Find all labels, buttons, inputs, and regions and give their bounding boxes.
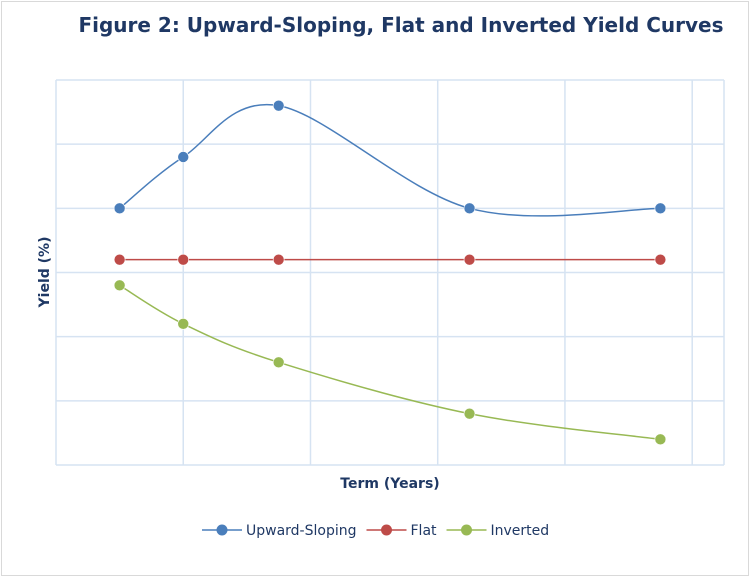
- data-point-inverted: [463, 407, 476, 420]
- data-point-flat: [654, 253, 667, 266]
- legend-swatch-marker: [381, 524, 392, 536]
- legend-swatch-marker: [216, 524, 228, 536]
- legend-item-flat: Flat: [366, 523, 438, 539]
- x-axis-label: Term (Years): [340, 476, 439, 492]
- data-point-inverted: [272, 356, 285, 369]
- data-point-flat: [272, 253, 285, 266]
- series-line-upward-sloping: [119, 103, 661, 217]
- data-point-upward-sloping: [463, 202, 476, 215]
- chart-title: Figure 2: Upward-Sloping, Flat and Inver…: [78, 13, 723, 37]
- data-point-inverted: [654, 433, 667, 446]
- data-point-flat: [177, 253, 190, 266]
- legend-label: Flat: [411, 523, 438, 539]
- legend-label: Upward-Sloping: [246, 523, 357, 539]
- legend: Upward-Sloping Flat Inverted: [202, 523, 549, 539]
- data-point-flat: [113, 253, 126, 266]
- series-group: [113, 99, 667, 446]
- axes: [55, 80, 725, 466]
- legend-item-upward-sloping: Upward-Sloping: [202, 523, 357, 539]
- data-point-upward-sloping: [654, 202, 667, 215]
- legend-swatch-marker: [461, 524, 473, 536]
- data-point-upward-sloping: [113, 202, 126, 215]
- data-point-upward-sloping: [272, 99, 285, 112]
- legend-item-inverted: Inverted: [446, 523, 550, 539]
- data-point-inverted: [113, 279, 126, 292]
- legend-label: Inverted: [491, 523, 550, 539]
- data-point-upward-sloping: [177, 151, 190, 163]
- y-axis-label: Yield (%): [37, 237, 53, 309]
- gridlines: [56, 79, 724, 465]
- data-point-inverted: [177, 318, 190, 330]
- data-point-flat: [463, 253, 476, 266]
